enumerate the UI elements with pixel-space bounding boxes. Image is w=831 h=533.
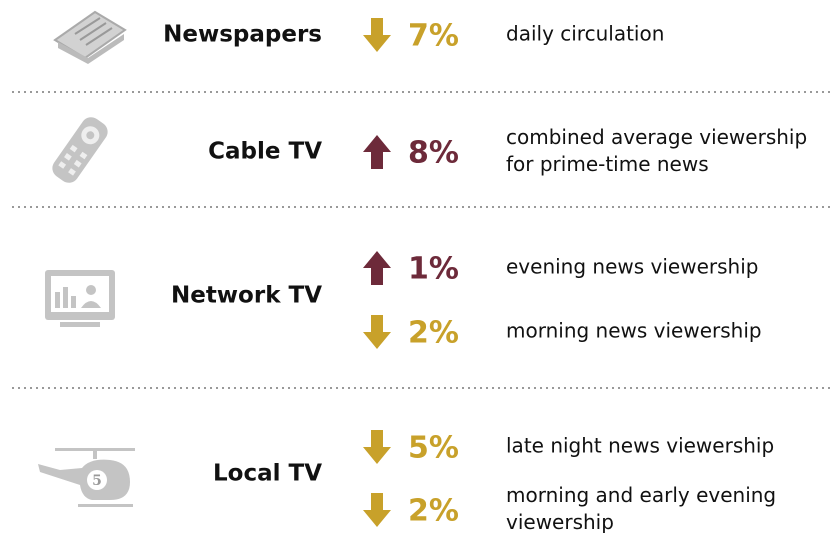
arrow-down — [363, 493, 391, 527]
svg-text:5: 5 — [92, 473, 102, 489]
change-description: morning and early evening — [506, 483, 776, 507]
media-label: Newspapers — [163, 22, 322, 48]
arrow-down — [363, 315, 391, 349]
change-description: viewership — [506, 510, 614, 533]
media-label: Cable TV — [208, 139, 322, 165]
change-description: late night news viewership — [506, 434, 774, 458]
media-label: Network TV — [171, 283, 322, 309]
newspaper-icon — [53, 10, 127, 64]
change-percent: 5% — [408, 431, 459, 466]
change-description: morning news viewership — [506, 319, 762, 343]
arrow-up — [363, 251, 391, 285]
arrow-down — [363, 18, 391, 52]
change-description: evening news viewership — [506, 255, 758, 279]
change-description: for prime-time news — [506, 152, 709, 176]
change-percent: 1% — [408, 252, 459, 287]
helicopter-icon: 5 — [38, 448, 135, 507]
arrow-down — [363, 430, 391, 464]
change-percent: 2% — [408, 494, 459, 529]
change-percent: 7% — [408, 19, 459, 54]
change-description: daily circulation — [506, 22, 664, 46]
change-percent: 2% — [408, 316, 459, 351]
media-label: Local TV — [213, 461, 322, 487]
remote-icon — [52, 117, 108, 183]
arrow-up — [363, 135, 391, 169]
change-percent: 8% — [408, 136, 459, 171]
monitor-icon — [45, 270, 115, 327]
change-description: combined average viewership — [506, 125, 807, 149]
